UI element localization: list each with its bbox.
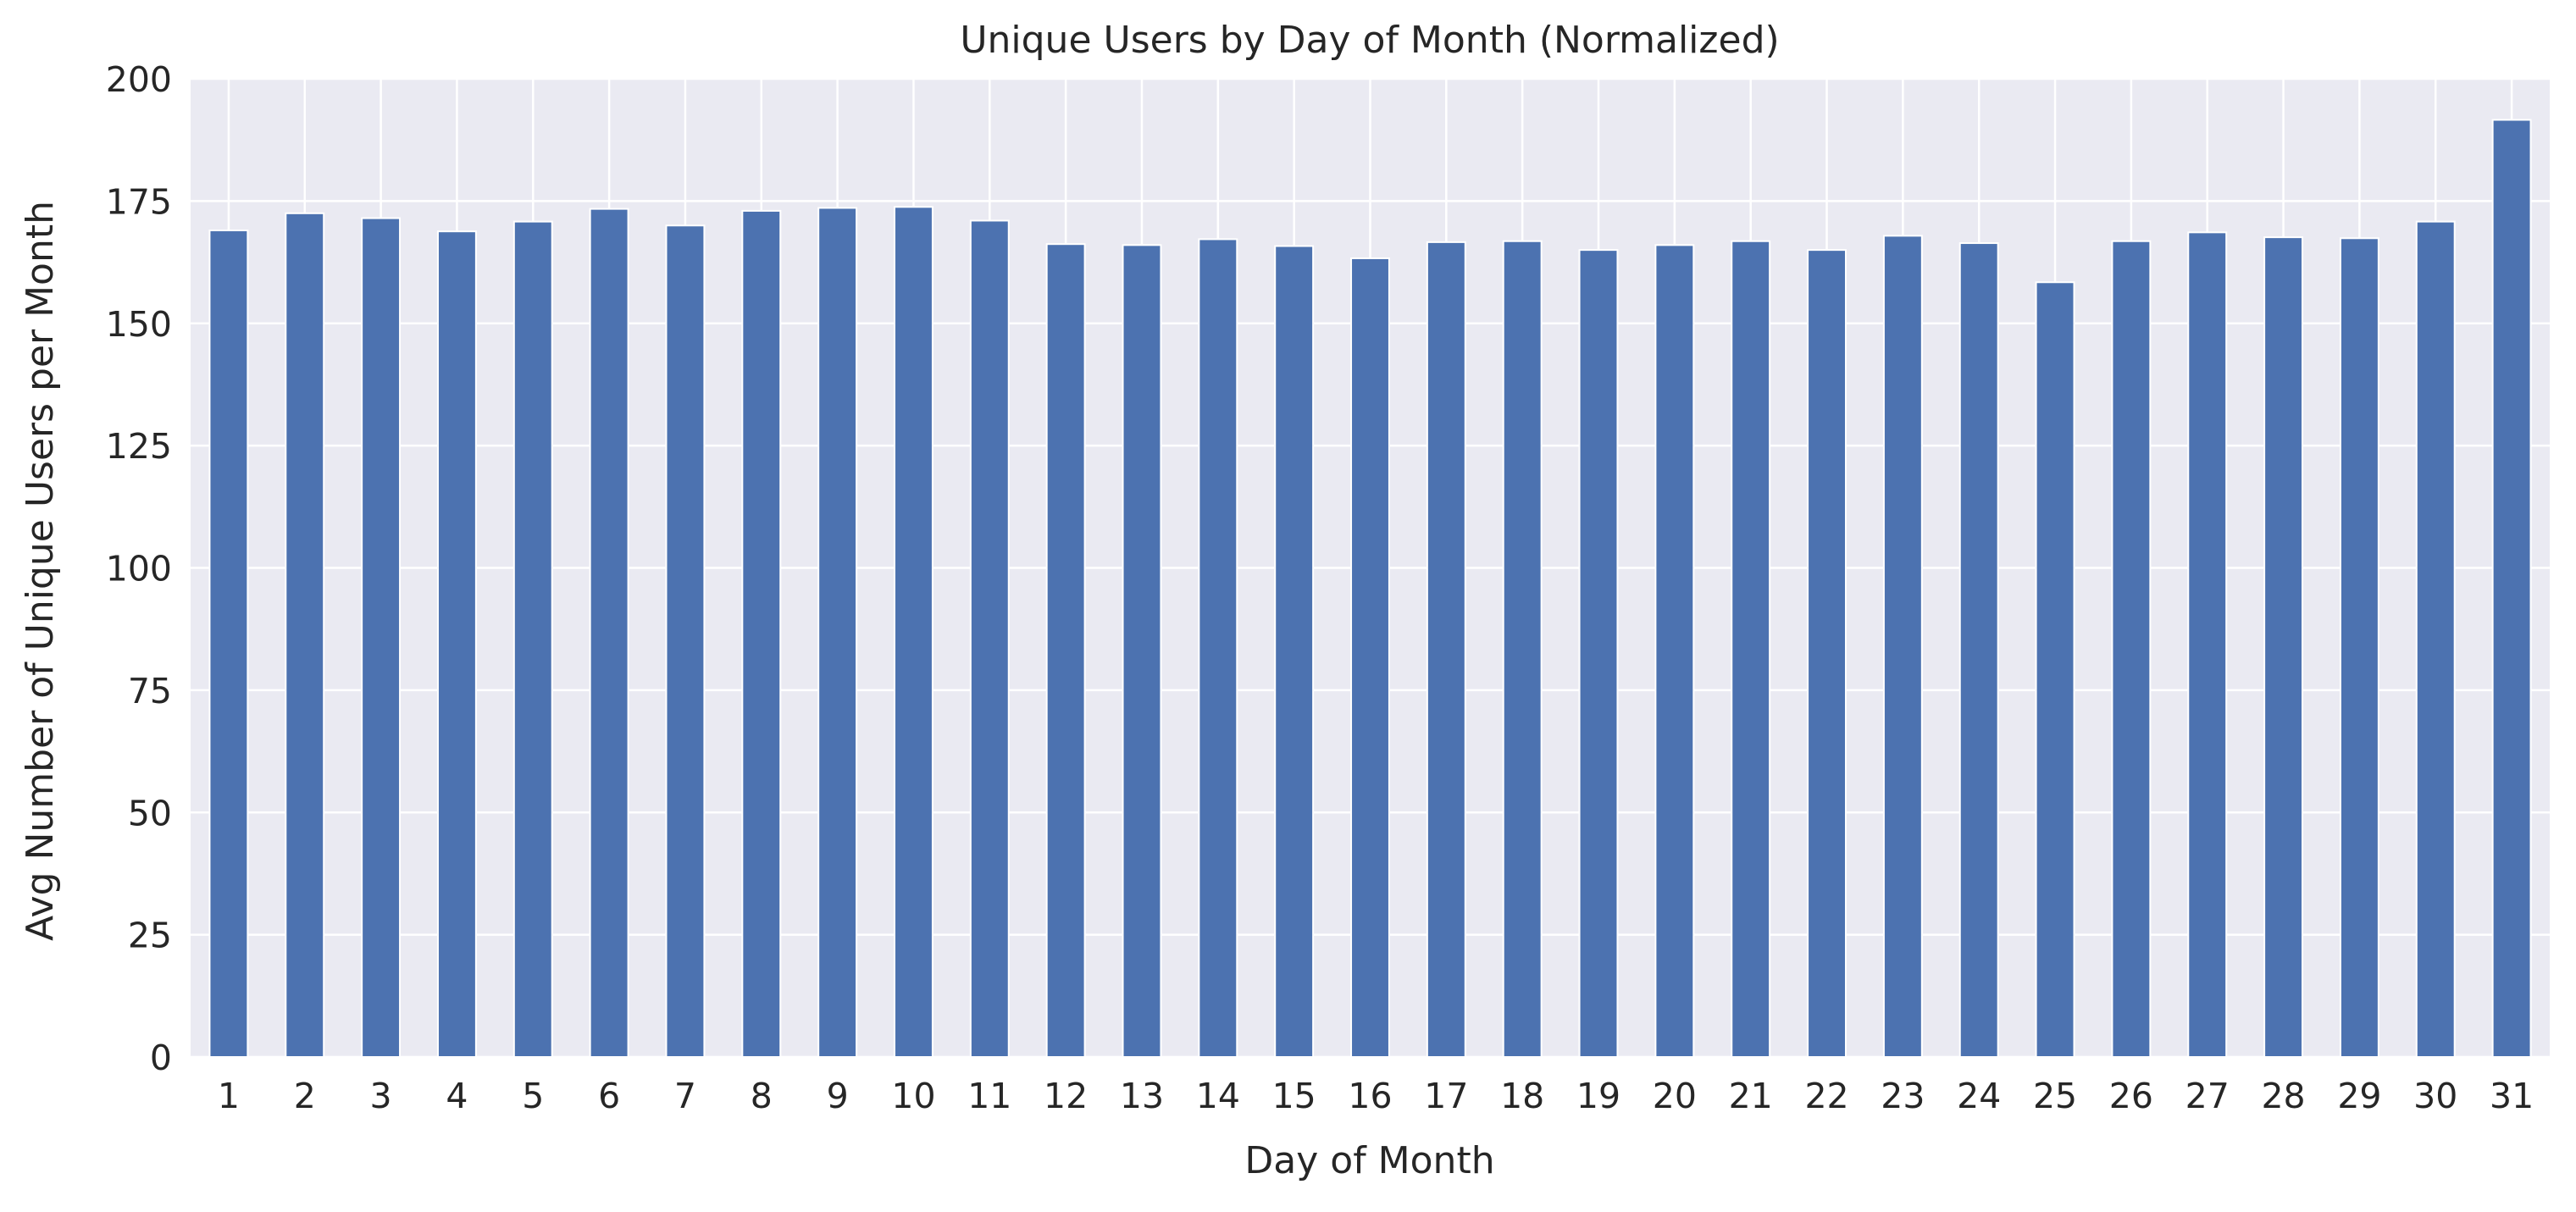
x-tick-label: 11 xyxy=(967,1076,1011,1116)
bar-day-25 xyxy=(2035,281,2075,1058)
bar-day-12 xyxy=(1045,243,1086,1058)
x-tick-label: 29 xyxy=(2337,1076,2381,1116)
bars xyxy=(208,119,2532,1059)
bar-day-18 xyxy=(1502,240,1543,1059)
bar-day-28 xyxy=(2263,236,2304,1058)
bar-day-4 xyxy=(436,230,477,1058)
bar-day-27 xyxy=(2187,231,2228,1058)
x-tick-label: 31 xyxy=(2490,1076,2534,1116)
bar-day-23 xyxy=(1882,235,1923,1058)
bar-day-6 xyxy=(589,208,629,1059)
x-tick-label: 23 xyxy=(1881,1076,1925,1116)
y-tick-label: 75 xyxy=(128,671,172,711)
y-tick-label: 125 xyxy=(106,426,172,467)
y-tick-label: 175 xyxy=(106,181,172,222)
x-tick-label: 18 xyxy=(1500,1076,1544,1116)
bar-day-11 xyxy=(969,219,1010,1059)
x-tick-label: 10 xyxy=(891,1076,935,1116)
bar-day-22 xyxy=(1807,249,1847,1058)
x-tick-label: 27 xyxy=(2185,1076,2230,1116)
y-tick-label: 100 xyxy=(106,549,172,589)
bar-day-7 xyxy=(665,224,706,1058)
x-tick-label: 12 xyxy=(1044,1076,1088,1116)
bar-day-20 xyxy=(1654,244,1695,1059)
x-tick-label: 13 xyxy=(1120,1076,1164,1116)
bar-day-8 xyxy=(741,209,782,1059)
x-tick-label: 16 xyxy=(1348,1076,1392,1116)
bar-day-26 xyxy=(2111,240,2152,1059)
x-tick-label: 30 xyxy=(2413,1076,2457,1116)
x-tick-label: 28 xyxy=(2261,1076,2305,1116)
bar-day-21 xyxy=(1731,240,1771,1059)
bar-day-9 xyxy=(817,207,858,1058)
x-tick-label: 9 xyxy=(827,1076,849,1116)
bar-day-14 xyxy=(1198,238,1238,1059)
bar-day-10 xyxy=(894,206,933,1058)
x-tick-label: 5 xyxy=(522,1076,544,1116)
bar-day-17 xyxy=(1426,241,1466,1058)
bar-day-31 xyxy=(2491,119,2532,1058)
x-tick-label: 15 xyxy=(1272,1076,1316,1116)
x-tick-label: 22 xyxy=(1804,1076,1848,1116)
x-tick-label: 21 xyxy=(1729,1076,1773,1116)
x-tick-label: 3 xyxy=(370,1076,392,1116)
x-tick-label: 1 xyxy=(218,1076,240,1116)
y-axis-label: Avg Number of Unique Users per Month xyxy=(19,201,62,941)
bar-day-3 xyxy=(361,217,402,1058)
bar-day-16 xyxy=(1350,257,1390,1058)
y-tick-label: 150 xyxy=(106,304,172,345)
x-tick-label: 17 xyxy=(1424,1076,1468,1116)
bar-day-15 xyxy=(1274,245,1315,1058)
y-tick-label: 0 xyxy=(150,1038,172,1078)
x-tick-label: 24 xyxy=(1957,1076,2001,1116)
bar-day-29 xyxy=(2339,237,2379,1058)
y-tick-label: 200 xyxy=(106,59,172,100)
bar-day-19 xyxy=(1578,249,1619,1058)
x-tick-labels: 1 2 3 4 5 6 7 8 9 10 11 12 13 14 15 16 17 18 19 20 21 22 23 24 2… xyxy=(218,1076,2534,1116)
x-tick-label: 8 xyxy=(751,1076,773,1116)
chart-title: Unique Users by Day of Month (Normalized… xyxy=(960,19,1779,62)
x-tick-label: 4 xyxy=(446,1076,468,1116)
y-tick-label: 25 xyxy=(128,916,172,956)
x-tick-label: 2 xyxy=(294,1076,316,1116)
bar-day-13 xyxy=(1122,244,1162,1059)
x-tick-label: 20 xyxy=(1653,1076,1697,1116)
x-tick-label: 26 xyxy=(2109,1076,2153,1116)
x-tick-label: 19 xyxy=(1576,1076,1620,1116)
bar-day-1 xyxy=(208,230,249,1058)
bar-day-2 xyxy=(285,212,325,1058)
x-tick-label: 7 xyxy=(674,1076,696,1116)
bar-day-24 xyxy=(1958,242,1999,1059)
y-tick-labels: 0 25 50 75 100 125 150 175 200 xyxy=(106,59,172,1078)
x-tick-label: 14 xyxy=(1196,1076,1240,1116)
x-tick-label: 6 xyxy=(598,1076,620,1116)
bar-day-5 xyxy=(512,220,553,1058)
x-axis-label: Day of Month xyxy=(1244,1139,1494,1182)
y-tick-label: 50 xyxy=(128,793,172,833)
x-tick-label: 25 xyxy=(2033,1076,2077,1116)
bar-day-30 xyxy=(2415,220,2456,1058)
